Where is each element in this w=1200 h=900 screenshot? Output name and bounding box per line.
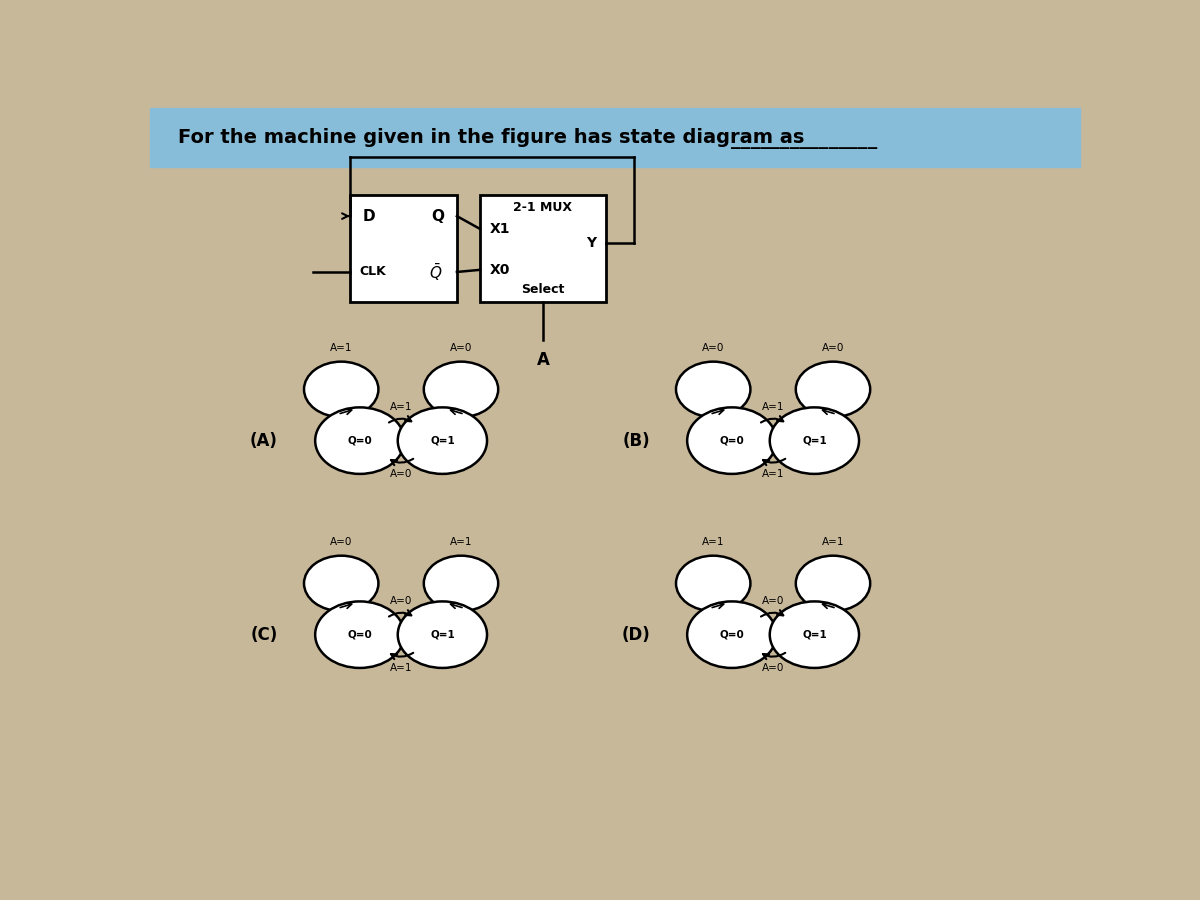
Circle shape [397,408,487,474]
Text: A=0: A=0 [390,469,413,479]
Circle shape [304,555,378,611]
Text: 2-1 MUX: 2-1 MUX [514,201,572,214]
Circle shape [769,601,859,668]
Circle shape [424,555,498,611]
Circle shape [796,555,870,611]
Text: Q=1: Q=1 [430,436,455,446]
Text: (A): (A) [250,432,278,450]
Circle shape [769,408,859,474]
Text: $\bar{Q}$: $\bar{Q}$ [428,261,442,283]
Text: X1: X1 [490,222,510,236]
Text: _______________: _______________ [731,130,877,148]
Text: (D): (D) [622,626,650,644]
Text: (B): (B) [623,432,650,450]
Text: A=0: A=0 [762,597,785,607]
Circle shape [688,601,776,668]
Text: A=0: A=0 [702,343,725,354]
Text: Q: Q [431,209,444,223]
Circle shape [424,362,498,417]
Text: CLK: CLK [359,266,386,278]
Circle shape [676,555,750,611]
Text: Q=1: Q=1 [802,436,827,446]
Text: Q=0: Q=0 [348,630,372,640]
Text: A=1: A=1 [450,537,473,547]
Text: A=1: A=1 [702,537,725,547]
Text: A=1: A=1 [762,402,785,412]
Text: Q=0: Q=0 [720,630,744,640]
Text: A=0: A=0 [390,597,413,607]
Text: X0: X0 [490,263,510,277]
Text: A=0: A=0 [822,343,844,354]
Text: A=0: A=0 [450,343,472,354]
Text: Select: Select [521,283,565,296]
Circle shape [304,362,378,417]
Text: Q=1: Q=1 [430,630,455,640]
Text: A=1: A=1 [390,663,413,673]
Circle shape [676,362,750,417]
Circle shape [688,408,776,474]
Text: D: D [362,209,376,223]
Text: (C): (C) [251,626,277,644]
Circle shape [316,408,404,474]
Text: Q=0: Q=0 [348,436,372,446]
Text: Q=0: Q=0 [720,436,744,446]
Bar [480,194,606,302]
Text: A=1: A=1 [762,469,785,479]
Bar [350,194,457,302]
Circle shape [796,362,870,417]
Text: A=0: A=0 [762,663,785,673]
Text: A=0: A=0 [330,537,353,547]
Text: Q=1: Q=1 [802,630,827,640]
Text: A=1: A=1 [330,343,353,354]
Circle shape [316,601,404,668]
Text: For the machine given in the figure has state diagram as: For the machine given in the figure has … [178,129,804,148]
Bar [150,108,1080,166]
Text: Y: Y [587,236,596,250]
Text: A: A [536,351,550,369]
Text: A=1: A=1 [390,402,413,412]
Circle shape [397,601,487,668]
Text: A=1: A=1 [822,537,845,547]
